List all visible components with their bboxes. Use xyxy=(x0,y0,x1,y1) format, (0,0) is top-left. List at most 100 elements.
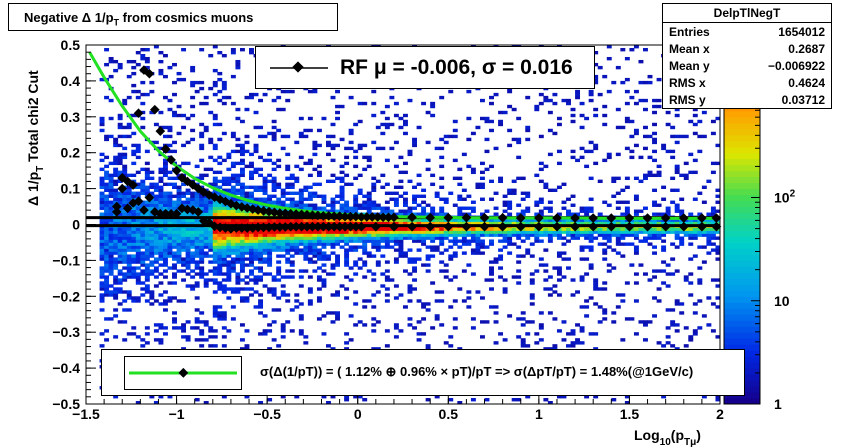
heatmap-cell xyxy=(516,269,522,273)
heatmap-cell xyxy=(479,245,485,249)
heatmap-cell xyxy=(461,212,467,216)
heatmap-cell xyxy=(258,203,264,207)
heatmap-cell xyxy=(276,158,282,163)
heatmap-cell xyxy=(226,176,232,181)
heatmap-cell xyxy=(656,221,662,225)
palette-band xyxy=(724,326,760,333)
heatmap-cell xyxy=(122,134,128,139)
heatmap-cell xyxy=(226,287,232,291)
heatmap-cell xyxy=(176,194,182,198)
heatmap-cell xyxy=(104,260,110,264)
heatmap-cell xyxy=(253,290,259,294)
heatmap-cell xyxy=(461,230,467,234)
mean-marker xyxy=(133,196,144,207)
heatmap-cell xyxy=(643,176,648,181)
heatmap-cell xyxy=(566,332,571,336)
heatmap-cell xyxy=(312,140,318,145)
heatmap-cell xyxy=(239,347,245,351)
heatmap-cell xyxy=(647,155,653,160)
heatmap-cell xyxy=(185,239,191,243)
heatmap-cell xyxy=(547,293,553,297)
heatmap-cell xyxy=(357,143,363,148)
heatmap-cell xyxy=(710,212,716,216)
heatmap-cell xyxy=(153,45,159,49)
heatmap-cell xyxy=(706,218,712,222)
heatmap-cell xyxy=(575,89,581,94)
heatmap-cell xyxy=(172,149,177,154)
heatmap-cell xyxy=(461,299,467,303)
heatmap-cell xyxy=(416,221,422,225)
heatmap-cell xyxy=(289,236,295,240)
heatmap-cell xyxy=(149,263,155,267)
heatmap-cell xyxy=(606,221,612,225)
heatmap-cell xyxy=(253,125,259,130)
heatmap-cell xyxy=(443,134,449,139)
heatmap-cell xyxy=(176,209,182,213)
heatmap-cell xyxy=(670,125,676,130)
heatmap-cell xyxy=(584,236,590,240)
heatmap-cell xyxy=(135,185,141,189)
heatmap-cell xyxy=(244,296,250,300)
heatmap-cell xyxy=(126,245,132,249)
heatmap-cell xyxy=(579,278,585,282)
heatmap-cell xyxy=(393,239,399,243)
heatmap-cell xyxy=(380,230,386,234)
heatmap-cell xyxy=(380,206,386,210)
heatmap-cell xyxy=(153,200,159,204)
heatmap-cell xyxy=(267,152,273,157)
heatmap-cell xyxy=(692,113,698,118)
heatmap-cell xyxy=(516,137,522,142)
heatmap-cell xyxy=(547,347,553,351)
heatmap-cell xyxy=(140,80,146,85)
heatmap-cell xyxy=(561,338,567,342)
heatmap-cell xyxy=(253,170,259,175)
heatmap-cell xyxy=(153,185,159,189)
heatmap-cell xyxy=(294,218,300,222)
heatmap-cell xyxy=(683,173,689,178)
heatmap-cell xyxy=(144,212,150,216)
heatmap-cell xyxy=(606,155,612,160)
heatmap-cell xyxy=(312,218,318,222)
heatmap-cell xyxy=(298,314,304,318)
heatmap-cell xyxy=(321,284,327,288)
heatmap-cell xyxy=(239,242,245,246)
sigma-marker xyxy=(117,183,128,194)
heatmap-cell xyxy=(99,191,105,195)
heatmap-cell xyxy=(656,104,662,109)
heatmap-cell xyxy=(335,230,340,234)
heatmap-cell xyxy=(366,227,372,231)
heatmap-cell xyxy=(629,95,635,100)
heatmap-cell xyxy=(262,248,268,252)
heatmap-cell xyxy=(122,191,128,195)
heatmap-cell xyxy=(104,338,110,342)
heatmap-cell xyxy=(104,242,110,246)
palette-band xyxy=(724,116,760,124)
heatmap-cell xyxy=(267,248,273,252)
heatmap-cell xyxy=(348,248,354,252)
heatmap-cell xyxy=(217,236,223,240)
heatmap-cell xyxy=(434,299,440,303)
heatmap-cell xyxy=(262,182,268,187)
heatmap-cell xyxy=(113,197,119,201)
heatmap-cell xyxy=(285,299,291,303)
heatmap-cell xyxy=(421,236,427,240)
heatmap-cell xyxy=(113,281,119,285)
heatmap-cell xyxy=(194,164,200,169)
heatmap-cell xyxy=(212,239,218,243)
heatmap-cell xyxy=(113,395,119,399)
heatmap-cell xyxy=(561,320,567,324)
heatmap-cell xyxy=(194,242,200,246)
heatmap-cell xyxy=(339,104,345,109)
heatmap-cell xyxy=(258,257,264,261)
heatmap-cell xyxy=(230,233,236,237)
heatmap-cell xyxy=(457,401,463,405)
heatmap-cell xyxy=(620,230,626,234)
heatmap-cell xyxy=(647,236,653,240)
heatmap-cell xyxy=(126,188,132,192)
heatmap-cell xyxy=(656,227,662,231)
heatmap-cell xyxy=(597,212,603,216)
heatmap-cell xyxy=(235,209,241,213)
heatmap-cell xyxy=(131,236,137,240)
heatmap-cell xyxy=(556,395,562,399)
heatmap-cell xyxy=(479,242,485,246)
